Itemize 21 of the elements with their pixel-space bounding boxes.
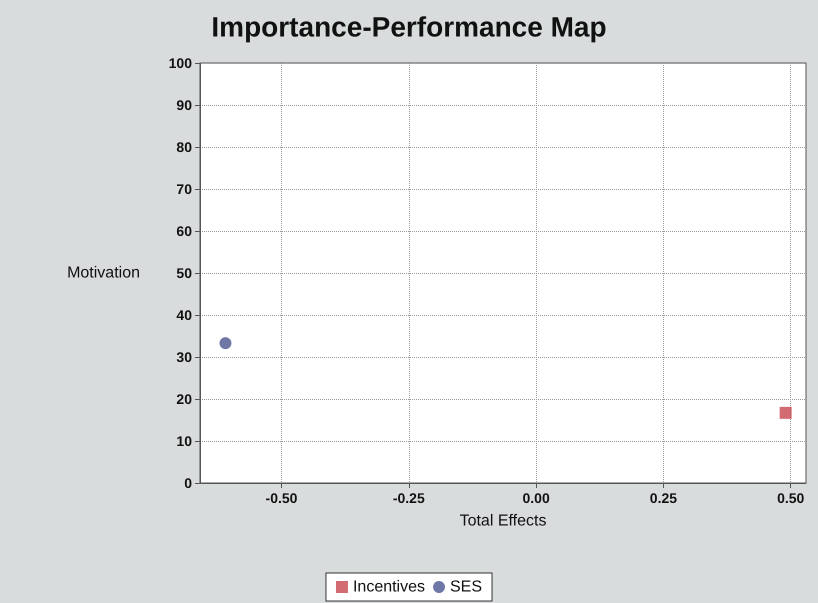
y-tick-label: 50: [176, 265, 192, 281]
chart-title: Importance-Performance Map: [211, 12, 607, 42]
y-tick-label: 70: [176, 181, 192, 197]
legend-label: SES: [450, 578, 482, 596]
x-tick-label: 0.25: [650, 490, 678, 506]
x-tick-label: 0.00: [522, 490, 550, 506]
y-tick-label: 90: [176, 97, 192, 113]
y-tick-label: 60: [176, 223, 192, 239]
x-tick-label: -0.25: [392, 490, 425, 506]
y-tick-label: 30: [176, 349, 192, 365]
x-axis-title: Total Effects: [460, 512, 546, 530]
x-tick-label: 0.50: [777, 490, 805, 506]
y-tick-label: 80: [176, 139, 192, 155]
y-axis-title: Motivation: [67, 264, 140, 282]
legend-label: Incentives: [352, 578, 426, 596]
y-tick-label: 100: [168, 55, 192, 71]
y-tick-label: 40: [176, 307, 192, 323]
y-tick-label: 20: [176, 391, 192, 407]
y-tick-label: 0: [184, 475, 192, 491]
y-tick-label: 10: [176, 433, 192, 449]
x-tick-label: -0.50: [266, 490, 298, 506]
